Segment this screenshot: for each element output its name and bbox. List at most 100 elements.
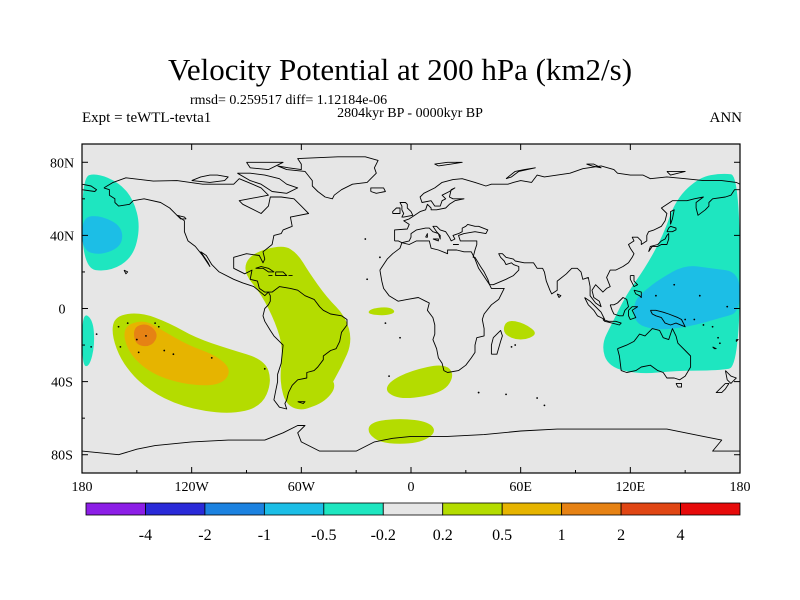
island-dot <box>126 322 129 325</box>
island-dot <box>90 345 93 348</box>
island-dot <box>702 324 705 326</box>
coastline-35 <box>586 163 602 169</box>
coastline-22 <box>724 370 737 384</box>
contour-region-10 <box>286 368 335 409</box>
coastline-8 <box>277 156 379 200</box>
contour-region-8 <box>134 324 157 347</box>
x-tick-label: 180 <box>730 480 751 495</box>
coastline-38 <box>556 293 562 298</box>
colorbar-label: 2 <box>617 527 625 544</box>
island-dot <box>163 349 166 352</box>
y-tick-label: 40S <box>51 376 73 391</box>
x-tick-label: 60E <box>509 480 532 495</box>
island-dot <box>477 391 480 394</box>
island-dot <box>135 338 138 341</box>
island-dot <box>117 325 120 328</box>
coastline-4 <box>394 165 740 241</box>
island-dot <box>210 356 213 359</box>
contour-region-13 <box>386 365 453 399</box>
y-tick-label: 40N <box>50 229 74 244</box>
island-dot <box>711 325 714 328</box>
colorbar-swatch <box>620 502 681 516</box>
coastline-6 <box>617 328 692 381</box>
coastline-18 <box>649 309 686 328</box>
island-dot <box>698 294 701 297</box>
island-dot <box>655 294 657 297</box>
island-dot <box>693 318 696 321</box>
colorbar-swatch <box>680 502 741 516</box>
coastline-layer <box>82 156 740 456</box>
island-dot <box>388 375 390 378</box>
coastline-41 <box>712 346 717 350</box>
contour-region-9 <box>245 246 351 410</box>
season-label: ANN <box>709 110 743 126</box>
colorbar-swatch <box>85 502 146 516</box>
coastline-10 <box>392 207 401 214</box>
x-tick-label: 0 <box>408 480 415 495</box>
colorbar-swatch <box>501 502 563 516</box>
coastline-3 <box>379 240 505 373</box>
coastline-34 <box>505 167 536 180</box>
coastline-21 <box>490 329 503 355</box>
coastline-16 <box>609 297 629 317</box>
island-dot <box>673 283 676 286</box>
x-tick-label: 180 <box>72 480 93 495</box>
coastline-19 <box>629 275 639 288</box>
colorbar-swatch <box>442 502 503 516</box>
contour-region-3 <box>82 315 95 367</box>
island-dot <box>366 278 369 281</box>
coastline-12 <box>648 233 670 253</box>
colorbar-swatch <box>204 502 265 516</box>
island-dot <box>536 397 539 399</box>
island-dot <box>379 256 381 259</box>
colorbar-swatch <box>263 502 325 516</box>
coastline-20 <box>633 289 642 298</box>
colorbar-label: -1 <box>258 527 271 544</box>
coastline-36 <box>666 170 686 176</box>
colorbar-label: 1 <box>558 527 566 544</box>
x-axis: 180 120W 60W 0 60E 120E 180 <box>72 144 751 495</box>
coastline-11 <box>370 187 386 194</box>
coastline-23 <box>715 382 730 394</box>
coastline-15 <box>602 319 622 326</box>
coastline-7 <box>82 425 740 456</box>
y-tick-label: 80N <box>50 156 74 171</box>
island-dot <box>399 336 401 339</box>
x-tick-label: 60W <box>288 480 316 495</box>
colorbar-swatch <box>382 502 444 516</box>
x-tick-label: 120E <box>616 480 646 495</box>
coastline-32 <box>176 214 187 220</box>
island-dot <box>514 344 517 346</box>
coastline-29 <box>191 174 229 183</box>
contour-region-5 <box>634 266 740 330</box>
coastline-13 <box>666 225 677 233</box>
period-text: 2804kyr BP - 0000kyr BP <box>337 106 483 121</box>
coastline-25 <box>255 266 275 273</box>
island-dot <box>717 336 719 339</box>
island-dot <box>145 335 147 337</box>
contour-region-14 <box>368 419 434 444</box>
contour-fill-layer <box>82 173 740 444</box>
contour-region-12 <box>503 320 535 340</box>
island-dot <box>157 325 160 328</box>
coastline-5 <box>394 189 740 308</box>
island-dot <box>137 351 140 354</box>
colorbar-label: 4 <box>677 527 685 544</box>
coastline-2 <box>262 286 348 410</box>
experiment-label: Expt = teWTL-tevta1 <box>82 110 212 126</box>
y-tick-label: 80S <box>51 449 73 464</box>
colorbar-swatch <box>323 502 384 516</box>
coastline-9 <box>399 202 414 218</box>
stats-text: rmsd= 0.259517 diff= 1.12184e-06 <box>190 93 388 108</box>
island-dot <box>505 393 507 396</box>
coastline-42 <box>297 401 306 404</box>
colorbar-label: -4 <box>139 527 152 544</box>
colorbar: -4 -2 -1 -0.5 -0.2 0.2 0.5 1 2 4 <box>85 502 741 544</box>
colorbar-label: 0.5 <box>492 527 512 544</box>
coastline-31 <box>237 172 299 194</box>
island-dot <box>543 404 546 407</box>
colorbar-swatch <box>145 502 206 516</box>
coastline-26 <box>275 271 288 277</box>
colorbar-label: -0.5 <box>311 527 336 544</box>
